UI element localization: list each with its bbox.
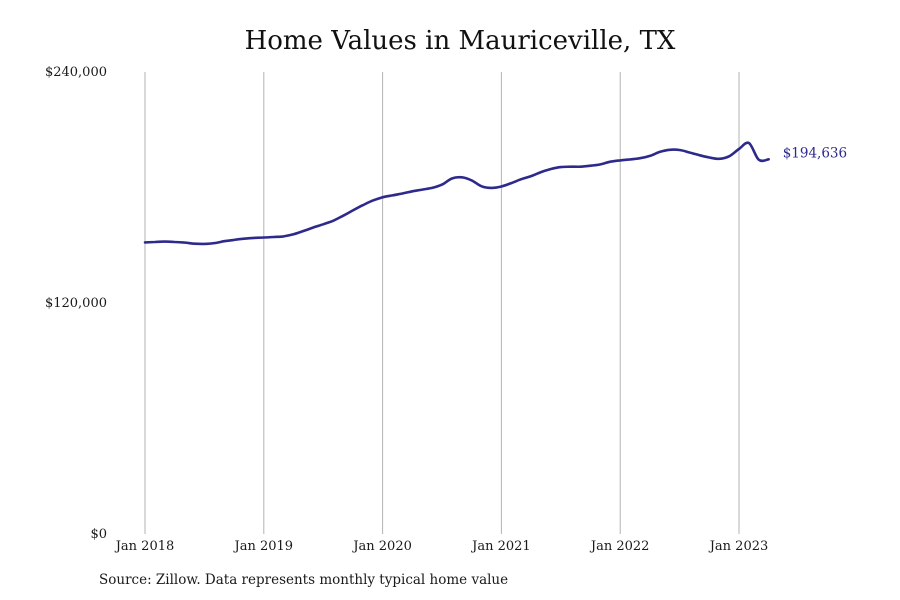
x-tick-label: Jan 2022 <box>589 539 650 554</box>
x-tick-label: Jan 2020 <box>351 539 412 554</box>
x-axis-ticks: Jan 2018 Jan 2019 Jan 2020 Jan 2021 Jan 2022… <box>114 539 769 554</box>
source-note: Source: Zillow. Data represents monthly … <box>99 572 509 588</box>
y-tick-label: $240,000 <box>45 65 107 80</box>
gridlines <box>144 72 740 534</box>
x-tick-label: Jan 2018 <box>114 539 175 554</box>
y-tick-label: $0 <box>90 527 107 542</box>
end-value-label: $194,636 <box>783 145 847 161</box>
chart-title: Home Values in Mauriceville, TX <box>244 26 676 56</box>
y-axis-ticks: $0 $120,000 $240,000 <box>45 65 107 542</box>
y-tick-label: $120,000 <box>45 296 107 311</box>
series-line <box>143 141 770 246</box>
x-tick-label: Jan 2023 <box>708 539 769 554</box>
x-tick-label: Jan 2021 <box>470 539 531 554</box>
x-tick-label: Jan 2019 <box>233 539 294 554</box>
